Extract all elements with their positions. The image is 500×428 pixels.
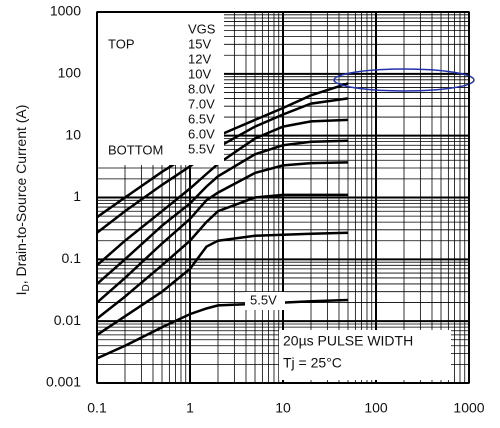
curve (96, 193, 348, 320)
y-axis-label: ID, Drain-to-Source Current (A) (13, 105, 32, 296)
y-tick-label: 1000 (50, 3, 81, 19)
legend-entry: 10V (188, 66, 211, 81)
curve-annotation: 5.5V (250, 292, 277, 307)
curve (96, 118, 349, 267)
legend-entry: 8.0V (188, 81, 215, 96)
legend-entry: 5.5V (188, 141, 215, 156)
y-tick-label: 10 (65, 126, 81, 142)
y-label-sub: D (21, 284, 32, 291)
annotation-bg (245, 292, 285, 310)
curve (96, 139, 349, 285)
legend-entry: 15V (188, 36, 211, 51)
y-label-main: I (13, 292, 29, 296)
legend-title: VGS (188, 21, 216, 36)
curve (96, 161, 349, 304)
note: Tj = 25°C (283, 355, 342, 371)
legend-entry: 6.0V (188, 126, 215, 141)
curve (96, 298, 349, 360)
x-tick-label: 100 (364, 400, 388, 416)
legend-entry: 12V (188, 51, 211, 66)
y-tick-label: 0.01 (54, 312, 81, 328)
y-tick-label: 0.001 (46, 374, 81, 390)
legend-top: TOP (108, 36, 135, 51)
y-tick-label: 1 (73, 188, 81, 204)
legend-entry: 7.0V (188, 96, 215, 111)
note-box (279, 330, 451, 380)
legend-box (98, 13, 224, 165)
x-tick-label: 0.1 (87, 400, 107, 416)
y-label-rest: , Drain-to-Source Current (A) (13, 105, 29, 285)
x-tick-label: 1 (186, 400, 194, 416)
x-tick-label: 10 (275, 400, 291, 416)
curve (96, 231, 349, 336)
x-tick-label: 1000 (453, 400, 484, 416)
ticks-layer: 0.1 1 10 100 1000 0.001 0.01 0.1 1 10 100 1000 (46, 3, 485, 416)
legend-entry: 6.5V (188, 111, 215, 126)
y-tick-label: 100 (58, 65, 82, 81)
note: 20µs PULSE WIDTH (283, 333, 413, 349)
highlight-ellipse (333, 68, 475, 92)
legend-bottom: BOTTOM (108, 142, 163, 157)
plot-frame (96, 11, 470, 384)
y-tick-label: 0.1 (62, 250, 82, 266)
